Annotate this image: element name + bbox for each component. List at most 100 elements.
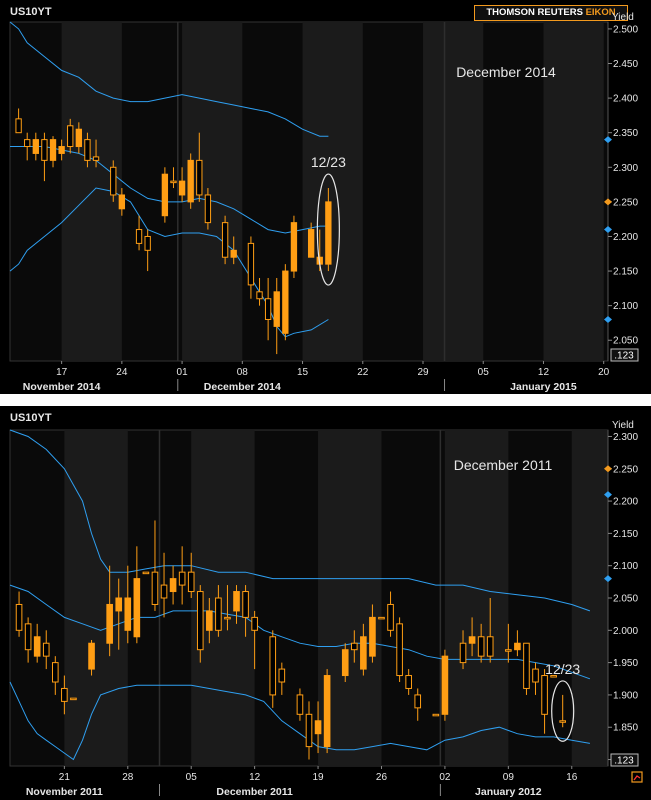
candle <box>42 630 50 670</box>
candle <box>110 160 117 202</box>
chart-canvas[interactable]: 12/23 December 2014 Yield 2.050 2.100 2.150 2.… <box>0 0 651 394</box>
x-tick-label: 19 <box>312 772 324 783</box>
x-tick-label: 15 <box>297 367 309 378</box>
candle-body <box>124 597 132 631</box>
candle-body <box>505 649 512 652</box>
candle <box>24 617 32 663</box>
axis-marker <box>604 198 612 206</box>
band-upper-line <box>9 21 329 137</box>
candle-body <box>290 222 298 272</box>
candle <box>541 669 548 734</box>
candle-body <box>196 159 203 196</box>
candle-body <box>151 571 159 605</box>
candle-body <box>24 623 32 651</box>
candle <box>106 565 113 657</box>
candle <box>221 215 229 265</box>
week-stripe <box>543 22 604 361</box>
candle <box>151 520 159 611</box>
candle-body <box>459 642 467 664</box>
candle-body <box>58 146 65 154</box>
candle-body <box>323 675 331 748</box>
candle-body <box>233 591 240 612</box>
candle-body <box>70 697 77 701</box>
candle-body <box>251 616 258 631</box>
y-tick-label: 1.850 <box>613 723 638 734</box>
candle-body <box>256 291 263 300</box>
candle-body <box>273 291 280 327</box>
candle-body <box>142 571 150 575</box>
y-tick-label: 2.050 <box>613 336 638 347</box>
x-tick-label: 12 <box>249 772 261 783</box>
x-tick-label: 24 <box>116 367 128 378</box>
candle <box>61 675 68 715</box>
candle-body <box>51 662 59 683</box>
candle <box>178 546 186 605</box>
month-label: November 2014 <box>23 381 101 393</box>
candle <box>282 264 289 341</box>
candle-body <box>282 270 289 334</box>
week-stripe <box>302 22 363 361</box>
price-badge <box>610 348 639 362</box>
y-tick-label: 2.250 <box>613 464 638 475</box>
candle <box>135 215 143 251</box>
candle <box>67 118 74 154</box>
candle <box>559 694 567 728</box>
x-tick-label: 02 <box>439 772 451 783</box>
candle <box>486 598 494 663</box>
candle-body <box>84 139 91 161</box>
candle <box>24 132 31 161</box>
candle <box>360 623 367 676</box>
candle <box>196 132 203 202</box>
candle <box>305 701 313 760</box>
month-label: November 2011 <box>26 786 103 798</box>
candle-body <box>49 139 57 161</box>
axis-marker <box>604 491 612 499</box>
candle <box>215 585 222 637</box>
x-tick-label: 12 <box>538 367 550 378</box>
candle <box>396 617 403 682</box>
candle-body <box>224 616 231 620</box>
highlight-ellipse <box>551 680 575 742</box>
candle <box>58 139 65 161</box>
candle-body <box>41 139 48 161</box>
y-tick-label: 2.450 <box>613 59 638 70</box>
candle-body <box>559 720 567 723</box>
x-tick-label: 21 <box>59 772 71 783</box>
axis-marker <box>604 465 612 473</box>
axis-marker <box>604 136 612 144</box>
y-tick-label: 2.200 <box>613 232 638 243</box>
band-upper-line <box>9 429 591 612</box>
candle <box>387 591 394 637</box>
candle <box>115 578 123 650</box>
y-tick-label: 2.250 <box>613 197 638 208</box>
candle <box>256 277 263 306</box>
candle-body <box>161 173 169 217</box>
candle-body <box>15 603 23 631</box>
candle-body <box>135 229 143 244</box>
candle <box>432 713 440 717</box>
candle-body <box>378 616 385 620</box>
candle-body <box>341 649 349 677</box>
candle-body <box>92 156 100 161</box>
band-lower-line <box>9 681 590 761</box>
candle-body <box>33 636 41 657</box>
candle <box>233 585 240 624</box>
band-lower-line <box>9 187 329 338</box>
candle <box>204 188 212 230</box>
price-badge <box>610 753 639 767</box>
y-tick-label: 2.150 <box>613 267 638 278</box>
candle-body <box>307 229 315 258</box>
candle <box>459 630 467 670</box>
y-tick-label: 2.000 <box>613 626 638 637</box>
month-label: December 2014 <box>204 381 281 393</box>
x-tick-label: 20 <box>598 367 610 378</box>
candle <box>88 640 95 676</box>
highlight-ellipse <box>316 173 340 286</box>
y-tick-label: 2.150 <box>613 529 638 540</box>
candle-body <box>178 180 186 196</box>
candle <box>84 132 91 168</box>
candle-body <box>24 139 31 148</box>
candle <box>251 610 258 670</box>
